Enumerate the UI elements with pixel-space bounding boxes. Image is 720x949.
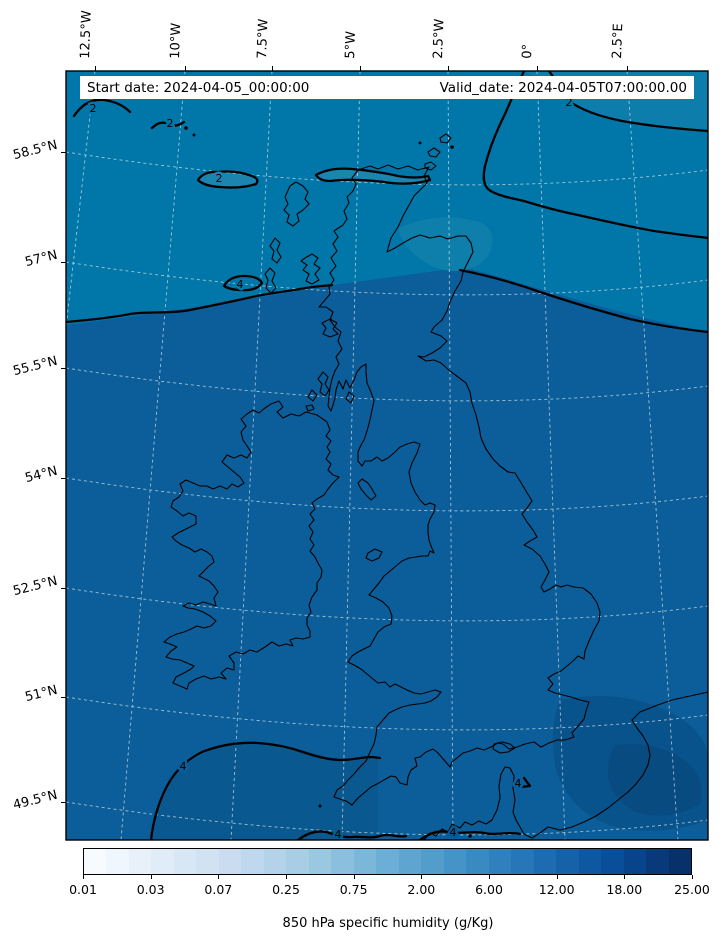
colorbar-tick-label: 6.00: [475, 882, 503, 897]
coast-france: [423, 691, 708, 840]
shade-france-darker: [608, 744, 702, 816]
colorbar-tick-mark: [692, 875, 693, 879]
colorbar-segment: [196, 849, 219, 874]
x-tick-label: 2.5°E: [610, 23, 627, 59]
map-frame: [65, 70, 709, 841]
colorbar-tick-mark: [489, 875, 490, 879]
start-date-label: Start date: 2024-04-05_00:00:00: [87, 79, 310, 96]
colorbar: [83, 848, 692, 875]
colorbar-segment: [376, 849, 399, 874]
x-tick-mark: [360, 66, 361, 71]
contour-label: 4: [515, 777, 522, 790]
gridlines: [66, 71, 708, 840]
colorbar-tick-mark: [218, 875, 220, 879]
y-tick-mark: [61, 368, 66, 369]
colorbar-tick-label: 2.00: [407, 882, 436, 897]
shade-blob-light-1: [198, 171, 258, 188]
colorbar-tick-mark: [624, 875, 626, 879]
y-tick-mark: [61, 262, 66, 263]
colorbar-caption: 850 hPa specific humidity (g/Kg): [282, 916, 494, 931]
colorbar-segment: [601, 849, 624, 874]
colorbar-tick-mark: [556, 875, 558, 879]
x-tick-mark: [448, 66, 449, 71]
colorbar-segment: [556, 849, 579, 874]
contour-label: 2: [90, 102, 97, 115]
coastlines: [163, 126, 708, 840]
colorbar-segment: [421, 849, 444, 874]
contour-label: 2: [167, 117, 174, 130]
x-tick-label: 2.5°W: [431, 18, 448, 59]
y-tick-mark: [61, 478, 66, 479]
colorbar-segment: [668, 849, 692, 874]
colorbar-segment: [511, 849, 534, 874]
x-tick-label: 10°W: [168, 22, 185, 59]
y-tick-mark: [61, 588, 66, 589]
contour-label: 4: [450, 826, 457, 839]
shade-bottom-dark: [151, 742, 378, 840]
colorbar-tick-label: 25.00: [674, 882, 710, 897]
contour-label: 2: [216, 172, 223, 185]
x-tick-mark: [185, 66, 186, 71]
colorbar-tick-mark: [150, 875, 152, 879]
colorbar-tick-label: 0.25: [272, 882, 300, 897]
contour-label: 4: [237, 278, 244, 291]
x-tick-mark: [627, 66, 628, 71]
colorbar-segment: [398, 849, 422, 874]
colorbar-segment: [331, 849, 354, 874]
sea-fill-south: [66, 267, 708, 840]
colorbar-segment: [308, 849, 332, 874]
colorbar-segment: [466, 849, 489, 874]
colorbar-tick-mark: [286, 875, 287, 879]
x-tick-label: 0°: [520, 43, 536, 59]
colorbar-segment: [488, 849, 512, 874]
colorbar-tick-label: 18.00: [606, 882, 643, 897]
colorbar-segment: [173, 849, 197, 874]
colorbar-segment: [533, 849, 557, 874]
y-tick-mark: [61, 152, 66, 153]
colorbar-tick-label: 12.00: [538, 882, 575, 897]
colorbar-tick-label: 0.01: [69, 882, 97, 897]
y-tick-mark: [61, 697, 66, 698]
colorbar-segment: [578, 849, 602, 874]
colorbar-tick-mark: [421, 875, 423, 879]
shade-blob-light-2: [316, 168, 430, 184]
colorbar-segment: [353, 849, 377, 874]
x-tick-label: 7.5°W: [255, 18, 272, 59]
colorbar-segment: [106, 849, 129, 874]
colorbar-segment: [218, 849, 242, 874]
colorbar-tick-mark: [83, 875, 84, 879]
shade-ne-scotland: [398, 217, 493, 272]
x-tick-mark: [95, 66, 96, 71]
colorbar-segment: [263, 849, 287, 874]
colorbar-segment: [623, 849, 647, 874]
title-bar: Start date: 2024-04-05_00:00:00 Valid_da…: [80, 76, 694, 99]
colorbar-tick-label: 0.75: [339, 882, 368, 897]
colorbar-segment: [151, 849, 174, 874]
colorbar-segment: [286, 849, 309, 874]
contour-label: 4: [180, 760, 187, 773]
valid-date-label: Valid_date: 2024-04-05T07:00:00.00: [439, 79, 687, 96]
colorbar-segment: [443, 849, 467, 874]
y-tick-mark: [61, 802, 66, 803]
colorbar-segment: [84, 849, 107, 874]
x-tick-mark: [537, 66, 538, 71]
contour-label: 4: [335, 828, 342, 841]
x-tick-mark: [272, 66, 273, 71]
coast-great-britain: [318, 164, 601, 806]
x-tick-label: 12.5°W: [78, 10, 95, 59]
colorbar-segment: [241, 849, 264, 874]
colorbar-tick-label: 0.03: [136, 882, 165, 897]
colorbar-tick-mark: [353, 875, 355, 879]
colorbar-segment: [646, 849, 669, 874]
coast-ireland: [163, 400, 340, 690]
x-tick-label: 5°W: [343, 30, 359, 59]
colorbar-segment: [128, 849, 152, 874]
colorbar-tick-label: 0.07: [204, 882, 233, 897]
